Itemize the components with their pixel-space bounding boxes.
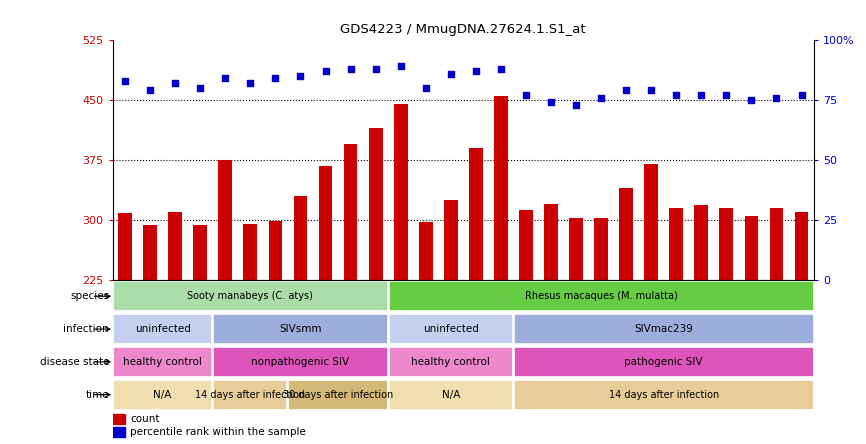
- Text: GDS4223 / MmugDNA.27624.1.S1_at: GDS4223 / MmugDNA.27624.1.S1_at: [340, 23, 586, 36]
- Bar: [444, 200, 457, 280]
- Bar: [344, 144, 358, 280]
- FancyBboxPatch shape: [389, 314, 513, 344]
- FancyBboxPatch shape: [514, 380, 813, 409]
- Text: 14 days after infection: 14 days after infection: [609, 390, 719, 400]
- Text: pathogenic SIV: pathogenic SIV: [624, 357, 703, 367]
- Text: 30 days after infection: 30 days after infection: [283, 390, 393, 400]
- Bar: [494, 96, 507, 280]
- Bar: [669, 208, 683, 280]
- Text: species: species: [70, 291, 109, 301]
- Point: [218, 75, 232, 82]
- Point: [193, 84, 207, 91]
- Bar: [319, 166, 333, 280]
- Point: [268, 75, 282, 82]
- Bar: [745, 216, 759, 280]
- FancyBboxPatch shape: [389, 380, 513, 409]
- Text: healthy control: healthy control: [411, 357, 490, 367]
- Point: [369, 65, 383, 72]
- Bar: [119, 214, 132, 280]
- Bar: [519, 210, 533, 280]
- Text: time: time: [86, 390, 109, 400]
- FancyBboxPatch shape: [113, 314, 212, 344]
- Text: 14 days after infection: 14 days after infection: [195, 390, 306, 400]
- Point: [444, 70, 458, 77]
- Text: uninfected: uninfected: [423, 324, 479, 334]
- FancyBboxPatch shape: [213, 314, 388, 344]
- Bar: [243, 224, 257, 280]
- Point: [319, 67, 333, 75]
- Bar: [770, 208, 784, 280]
- Text: nonpathogenic SIV: nonpathogenic SIV: [251, 357, 350, 367]
- FancyBboxPatch shape: [213, 347, 388, 377]
- Bar: [695, 206, 708, 280]
- Bar: [594, 218, 608, 280]
- Bar: [143, 226, 157, 280]
- Text: percentile rank within the sample: percentile rank within the sample: [130, 428, 306, 437]
- FancyBboxPatch shape: [389, 281, 813, 311]
- Bar: [720, 208, 734, 280]
- Point: [544, 99, 558, 106]
- Bar: [218, 160, 232, 280]
- Point: [695, 91, 708, 99]
- Bar: [644, 164, 658, 280]
- Point: [619, 87, 633, 94]
- Bar: [469, 148, 482, 280]
- Point: [469, 67, 482, 75]
- Point: [118, 77, 132, 84]
- FancyBboxPatch shape: [288, 380, 388, 409]
- Bar: [268, 222, 282, 280]
- Point: [344, 65, 358, 72]
- Point: [594, 94, 608, 101]
- Text: Rhesus macaques (M. mulatta): Rhesus macaques (M. mulatta): [525, 291, 677, 301]
- Point: [745, 96, 759, 103]
- FancyBboxPatch shape: [514, 347, 813, 377]
- Text: count: count: [130, 414, 159, 424]
- Text: infection: infection: [63, 324, 109, 334]
- FancyBboxPatch shape: [113, 347, 212, 377]
- Bar: [113, 414, 126, 424]
- Bar: [168, 212, 182, 280]
- Bar: [419, 222, 433, 280]
- Bar: [294, 196, 307, 280]
- Point: [795, 91, 809, 99]
- Bar: [619, 188, 633, 280]
- Point: [569, 101, 583, 108]
- Text: uninfected: uninfected: [135, 324, 191, 334]
- Bar: [795, 212, 808, 280]
- Point: [720, 91, 734, 99]
- Point: [644, 87, 658, 94]
- Point: [394, 63, 408, 70]
- Point: [419, 84, 433, 91]
- FancyBboxPatch shape: [113, 281, 388, 311]
- Text: healthy control: healthy control: [123, 357, 202, 367]
- Text: Sooty manabeys (C. atys): Sooty manabeys (C. atys): [187, 291, 313, 301]
- FancyBboxPatch shape: [514, 314, 813, 344]
- Point: [294, 72, 307, 79]
- Bar: [394, 104, 408, 280]
- Bar: [569, 218, 583, 280]
- Point: [494, 65, 507, 72]
- Bar: [544, 204, 558, 280]
- Text: N/A: N/A: [442, 390, 460, 400]
- Text: disease state: disease state: [40, 357, 109, 367]
- Point: [770, 94, 784, 101]
- Text: SIVsmm: SIVsmm: [279, 324, 322, 334]
- Text: N/A: N/A: [153, 390, 171, 400]
- FancyBboxPatch shape: [213, 380, 288, 409]
- Point: [143, 87, 157, 94]
- Point: [519, 91, 533, 99]
- Bar: [369, 128, 383, 280]
- Bar: [113, 427, 126, 437]
- FancyBboxPatch shape: [113, 380, 212, 409]
- Point: [243, 79, 257, 87]
- FancyBboxPatch shape: [389, 347, 513, 377]
- Point: [669, 91, 683, 99]
- Text: SIVmac239: SIVmac239: [634, 324, 693, 334]
- Bar: [193, 226, 207, 280]
- Point: [168, 79, 182, 87]
